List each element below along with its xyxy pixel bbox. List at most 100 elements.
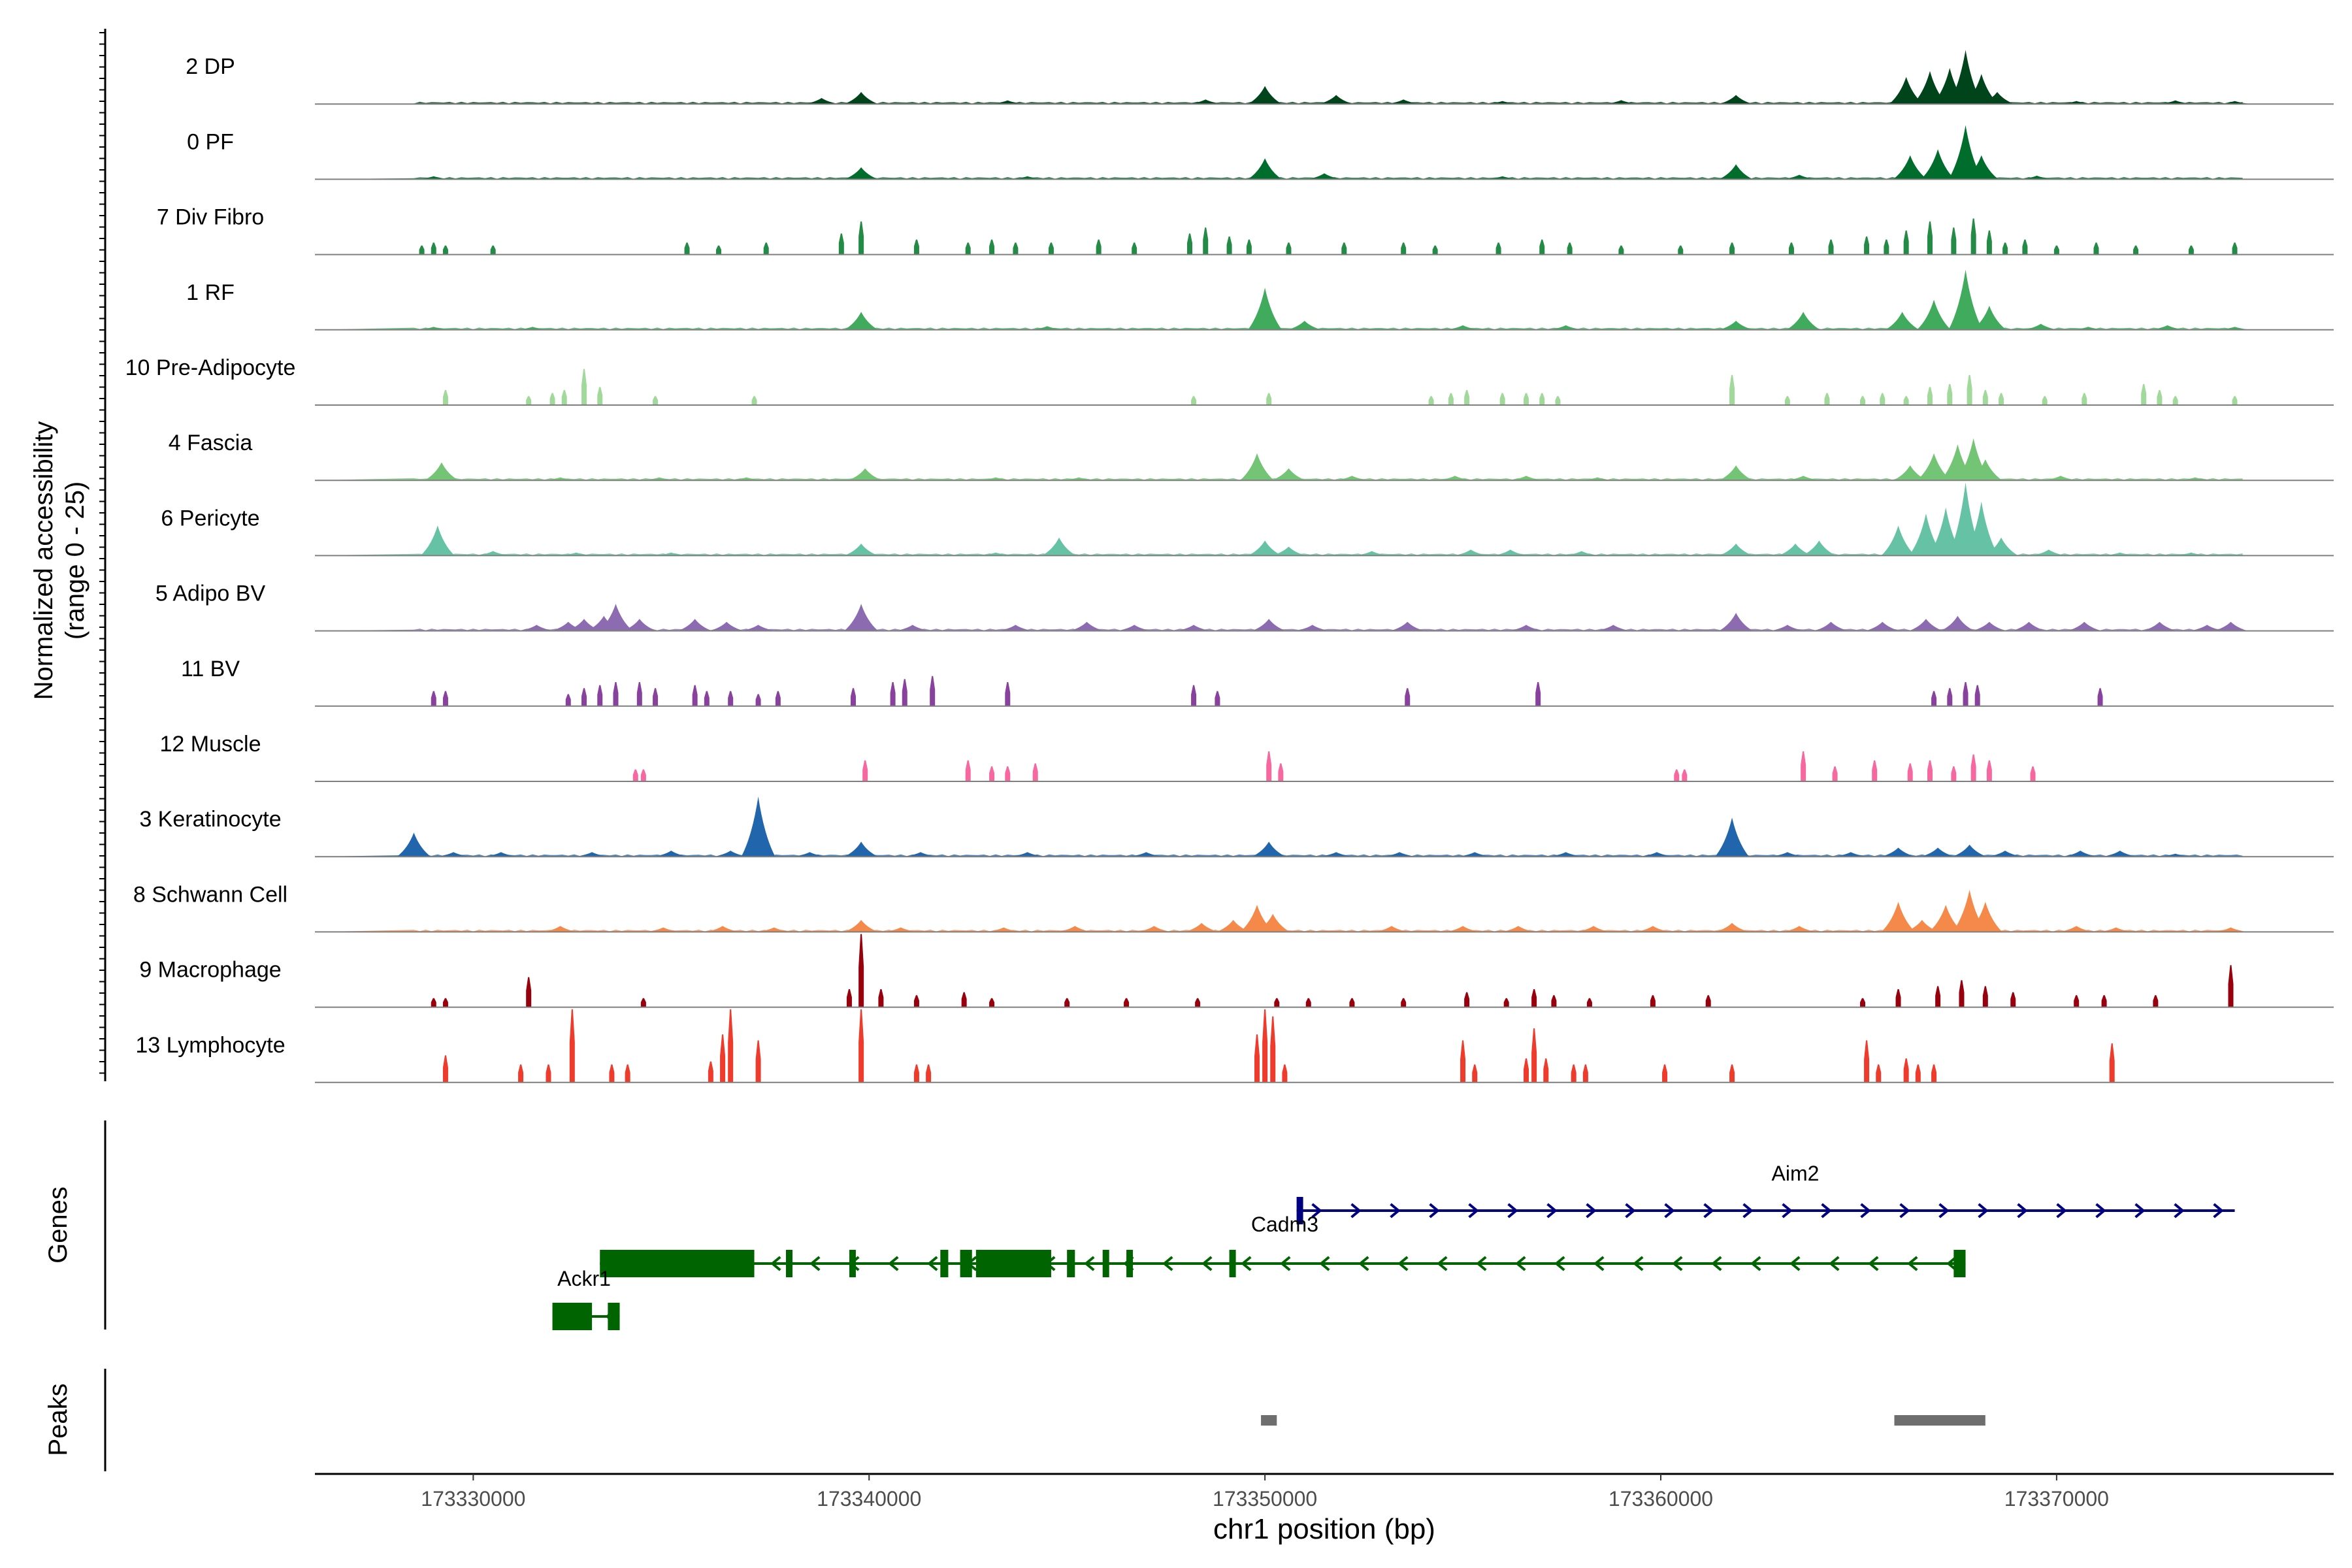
track-peak	[1555, 396, 1561, 405]
x-tick-label: 173330000	[421, 1487, 525, 1511]
track-peak	[2043, 476, 2078, 481]
track-peak	[1986, 760, 1992, 781]
track-peak	[1814, 621, 1848, 631]
track-peak	[913, 1064, 919, 1083]
track-peak	[1266, 393, 1272, 405]
strand-arrow	[1397, 1256, 1409, 1271]
track-peak	[1964, 155, 1999, 180]
track-peak	[581, 368, 587, 405]
track-peak	[1062, 477, 1096, 481]
track-peak	[1833, 852, 1868, 857]
track-peak	[597, 685, 603, 706]
track-peak	[640, 998, 646, 1007]
track-peak	[1729, 375, 1735, 405]
track-peak	[1531, 989, 1537, 1007]
track-peak	[1786, 476, 1821, 481]
track-peak	[1729, 1064, 1735, 1083]
track-peak	[654, 552, 689, 556]
track-peak	[1524, 1058, 1529, 1083]
track-peak	[741, 796, 776, 857]
track-peak	[716, 245, 721, 255]
track-peak	[1191, 685, 1197, 706]
track-peak	[1635, 926, 1670, 932]
track-peak	[1405, 688, 1411, 706]
track-peak	[515, 327, 550, 330]
track-peak	[1240, 453, 1274, 481]
strand-arrow	[2134, 1203, 2146, 1218]
track-label: 12 Muscle	[160, 732, 261, 757]
track-peak	[442, 390, 448, 405]
track-peak	[1970, 218, 1976, 255]
track-4: 10 Pre-Adipocyte	[125, 355, 2334, 406]
tracks-ylabel-line2: (range 0 - 25)	[61, 482, 90, 640]
track-peak	[1881, 847, 1916, 857]
track-peak	[581, 688, 587, 706]
track-peak	[1719, 321, 1754, 330]
track-peak	[519, 625, 554, 631]
track-peak	[1446, 926, 1480, 932]
track-peak	[2063, 851, 2098, 857]
track-label: 8 Schwann Cell	[133, 882, 287, 907]
track-peak	[543, 477, 578, 481]
strand-arrow	[1593, 1256, 1605, 1271]
track-peak	[1341, 242, 1347, 255]
track-peak	[1226, 237, 1232, 255]
track-peak	[858, 1009, 864, 1083]
track-peak	[1005, 766, 1011, 781]
track-peak	[1287, 321, 1322, 330]
track-peak	[2102, 851, 2137, 857]
track-peak	[1460, 1040, 1466, 1083]
gene-exon	[786, 1250, 792, 1277]
track-peak	[1880, 393, 1886, 405]
track-peak	[1915, 1064, 1921, 1083]
strand-arrow	[1750, 1256, 1761, 1271]
track-peak	[1639, 852, 1674, 857]
track-peak	[979, 477, 1013, 481]
track-peak	[653, 396, 659, 405]
track-peak	[961, 992, 967, 1007]
track-peak	[636, 682, 642, 706]
track-peak	[1964, 74, 1999, 105]
track-peak	[1503, 998, 1509, 1007]
track-peak	[431, 998, 436, 1007]
track-label: 7 Div Fibro	[157, 205, 264, 230]
strand-arrow	[1162, 1256, 1173, 1271]
strand-arrow	[2095, 1203, 2106, 1218]
track-peak	[1501, 926, 1535, 932]
track-peak	[549, 393, 555, 405]
track-peak	[708, 1061, 713, 1083]
track-peak	[844, 604, 879, 631]
x-tick-label: 173340000	[817, 1487, 921, 1511]
track-peak	[1458, 852, 1492, 857]
track-peak	[1270, 1016, 1276, 1083]
track-peak	[653, 688, 659, 706]
strand-arrow	[1350, 1203, 1362, 1218]
track-peak	[1959, 980, 1965, 1007]
strand-arrow	[1241, 1256, 1252, 1271]
track-peak	[1982, 986, 1988, 1007]
track-peak	[1596, 625, 1631, 631]
tracks-ylabel-line1: Normalized accessibility	[29, 421, 58, 700]
track-peak	[2031, 549, 2066, 556]
track-peak	[1499, 393, 1505, 405]
track-peak	[1551, 995, 1557, 1007]
track-peak	[1042, 537, 1077, 556]
track-peak	[2153, 995, 2159, 1007]
strand-arrow	[1946, 1256, 1957, 1271]
track-peak	[2158, 100, 2193, 105]
track-label: 4 Fascia	[169, 431, 253, 455]
track-peak	[569, 1009, 575, 1083]
track-peak	[1286, 242, 1292, 255]
track-peak	[913, 239, 919, 255]
track-peak	[979, 552, 1013, 556]
track-peak	[1968, 459, 2002, 481]
track-peak	[2002, 242, 2008, 255]
track-peak	[1010, 176, 1045, 180]
track-peak	[1970, 754, 1976, 781]
track-peak	[1132, 242, 1137, 255]
track-peak	[2082, 393, 2087, 405]
track-peak	[1951, 227, 1957, 255]
track-peak	[1252, 841, 1286, 857]
tracks-y-axis-ticks	[99, 32, 105, 1074]
